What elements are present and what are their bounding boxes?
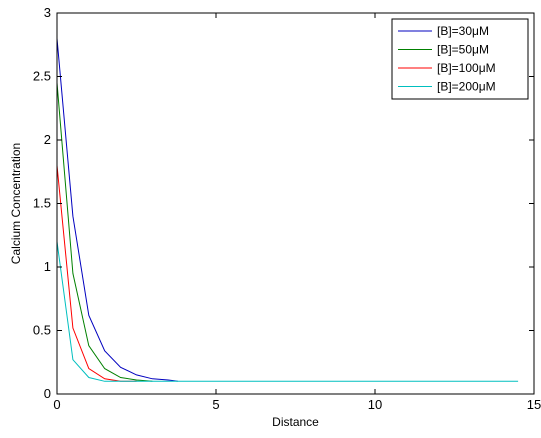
legend-entry-1: [B]=30μM — [437, 24, 489, 38]
x-tick-label: 0 — [53, 397, 60, 412]
y-tick-label: 1.5 — [33, 196, 51, 211]
series-line-4 — [56, 241, 519, 382]
x-tick-label: 15 — [527, 397, 541, 412]
series-line-1 — [56, 38, 178, 382]
y-tick-label: 0 — [44, 386, 51, 401]
legend-box — [391, 18, 529, 100]
x-tick-label: 5 — [212, 397, 219, 412]
x-tick-label: 10 — [368, 397, 382, 412]
y-tick-label: 1 — [44, 259, 51, 274]
x-axis-label: Distance — [272, 415, 319, 429]
legend-entry-3: [B]=100μM — [437, 61, 496, 75]
series-line-2 — [56, 82, 153, 382]
y-tick-label: 0.5 — [33, 323, 51, 338]
y-tick-label: 3 — [44, 5, 51, 20]
legend-entry-2: [B]=50μM — [437, 43, 489, 57]
legend-entry-4: [B]=200μM — [437, 80, 496, 94]
y-axis-label: Calcium Concentration — [9, 143, 23, 264]
y-tick-label: 2 — [44, 132, 51, 147]
y-tick-label: 2.5 — [33, 69, 51, 84]
